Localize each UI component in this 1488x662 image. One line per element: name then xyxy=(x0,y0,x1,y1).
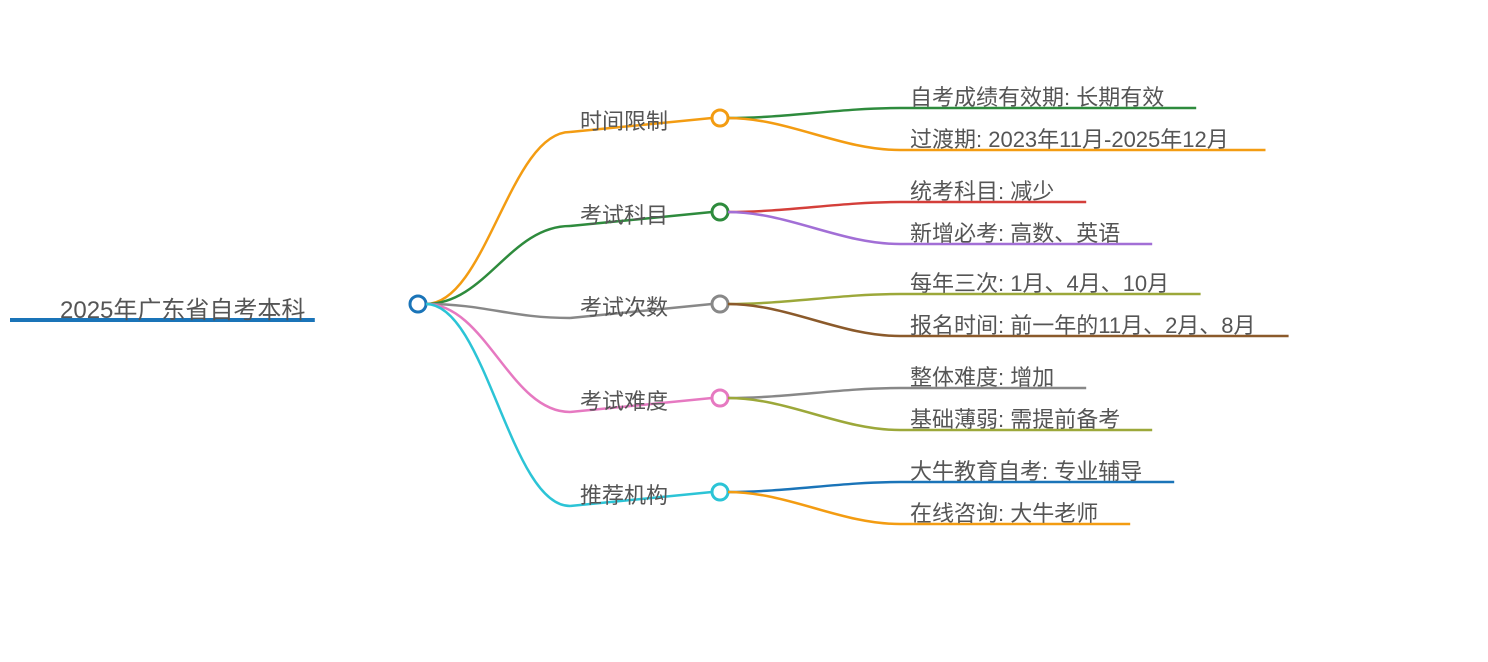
leaf-label-0-0: 自考成绩有效期: 长期有效 xyxy=(910,80,1164,112)
leaf-connector-1-1 xyxy=(728,212,900,244)
branch-node-0 xyxy=(712,110,728,126)
branch-connector-3 xyxy=(426,304,570,412)
leaf-connector-0-1 xyxy=(728,118,900,150)
branch-label-0: 时间限制 xyxy=(580,104,668,136)
leaf-label-1-0: 统考科目: 减少 xyxy=(910,174,1054,206)
leaf-label-0-1: 过渡期: 2023年11月-2025年12月 xyxy=(910,122,1229,154)
branch-node-1 xyxy=(712,204,728,220)
leaf-connector-2-0 xyxy=(728,294,900,304)
root-node xyxy=(410,296,426,312)
branch-connector-0 xyxy=(426,132,570,304)
leaf-connector-4-0 xyxy=(728,482,900,492)
branch-label-3: 考试难度 xyxy=(580,384,668,416)
branch-connector-4 xyxy=(426,304,570,506)
branch-connector-1 xyxy=(426,226,570,304)
leaf-connector-2-1 xyxy=(728,304,900,336)
leaf-label-4-1: 在线咨询: 大牛老师 xyxy=(910,496,1098,528)
branch-node-3 xyxy=(712,390,728,406)
root-label: 2025年广东省自考本科 xyxy=(60,290,305,325)
leaf-connector-3-0 xyxy=(728,388,900,398)
branch-node-2 xyxy=(712,296,728,312)
branch-connector-2 xyxy=(426,304,570,318)
branch-label-1: 考试科目 xyxy=(580,198,668,230)
leaf-label-3-0: 整体难度: 增加 xyxy=(910,360,1054,392)
leaf-connector-4-1 xyxy=(728,492,900,524)
branch-label-4: 推荐机构 xyxy=(580,478,668,510)
leaf-connector-3-1 xyxy=(728,398,900,430)
leaf-label-4-0: 大牛教育自考: 专业辅导 xyxy=(910,454,1142,486)
branch-label-2: 考试次数 xyxy=(580,290,668,322)
leaf-label-2-0: 每年三次: 1月、4月、10月 xyxy=(910,266,1169,298)
leaf-label-3-1: 基础薄弱: 需提前备考 xyxy=(910,402,1120,434)
branch-node-4 xyxy=(712,484,728,500)
leaf-label-2-1: 报名时间: 前一年的11月、2月、8月 xyxy=(910,308,1256,340)
leaf-connector-1-0 xyxy=(728,202,900,212)
mindmap-canvas xyxy=(0,0,1488,662)
leaf-connector-0-0 xyxy=(728,108,900,118)
leaf-label-1-1: 新增必考: 高数、英语 xyxy=(910,216,1120,248)
